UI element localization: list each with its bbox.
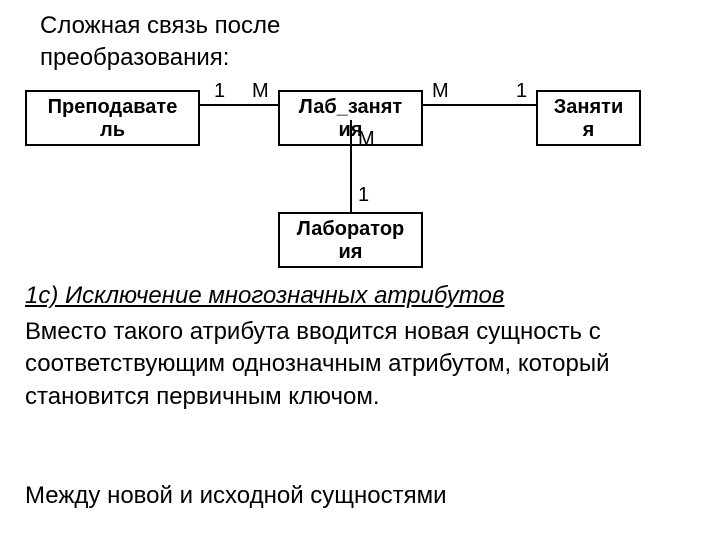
entity-lab: Лаборатор ия xyxy=(278,212,423,268)
entity-lab-line2: ия xyxy=(282,241,419,264)
edge-labclass-class xyxy=(423,104,536,106)
card-left-1: 1 xyxy=(214,80,225,103)
card-right-1: 1 xyxy=(516,80,527,103)
card-down-1: 1 xyxy=(358,184,369,207)
entity-class-line1: Заняти xyxy=(540,96,637,119)
entity-teacher-line2: ль xyxy=(29,119,196,142)
paragraph-1: Вместо такого атрибута вводится новая су… xyxy=(25,316,665,413)
entity-class: Заняти я xyxy=(536,90,641,146)
edge-teacher-labclass xyxy=(200,104,278,106)
section-title: 1с) Исключение многозначных атрибутов xyxy=(25,282,504,310)
heading-line1: Сложная связь после xyxy=(40,10,280,41)
diagram-page: Сложная связь после преобразования: Преп… xyxy=(0,0,720,540)
card-down-M: M xyxy=(358,128,375,151)
entity-teacher-line1: Преподавате xyxy=(29,96,196,119)
card-left-M: M xyxy=(252,80,269,103)
entity-teacher: Преподавате ль xyxy=(25,90,200,146)
paragraph-2: Между новой и исходной сущностями xyxy=(25,480,665,512)
card-right-M: M xyxy=(432,80,449,103)
edge-labclass-lab xyxy=(350,120,352,212)
entity-class-line2: я xyxy=(540,119,637,142)
entity-lab-line1: Лаборатор xyxy=(282,218,419,241)
entity-labclass-line1: Лаб_занят xyxy=(282,96,419,119)
heading-line2: преобразования: xyxy=(40,42,229,73)
